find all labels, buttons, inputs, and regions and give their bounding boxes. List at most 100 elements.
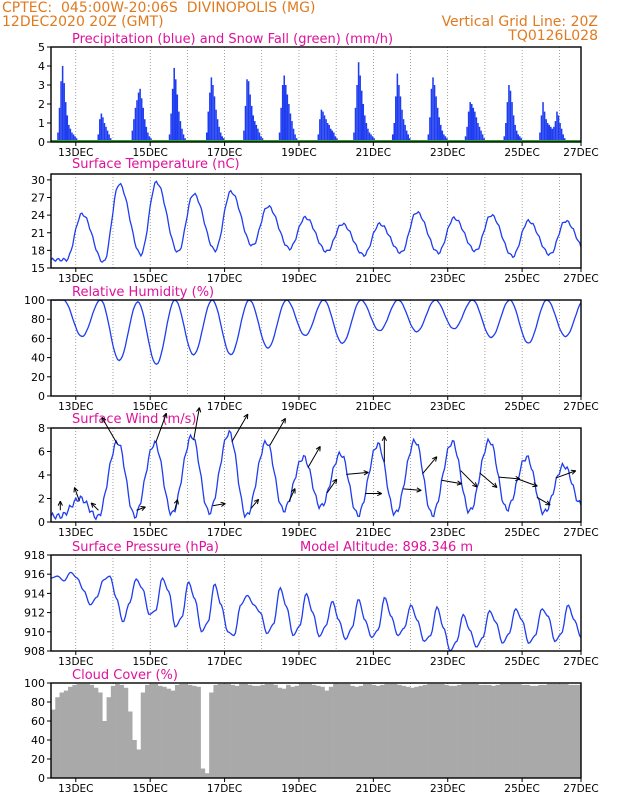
precip-bar [519,136,521,142]
precip-bar [550,126,552,142]
cloud-bar [311,684,317,778]
precip-bar [291,121,293,142]
precip-bar [133,119,135,142]
cloud-bar [179,683,184,778]
precip-bar [334,136,337,142]
precip-bar [320,109,323,142]
precip-bar [514,124,516,142]
x-tick-label: 15DEC [132,147,167,159]
header-model-id: TQ0126L028 [508,28,598,44]
cloud-bar [427,683,432,778]
precip-bar [139,88,141,142]
precip-bar [436,107,439,142]
precip-bar [433,85,436,142]
precip-bar [108,134,110,142]
precip-bar [61,66,64,142]
wind-arrow [288,488,296,502]
wind-arrow [441,479,462,485]
y-tick-label: 910 [24,626,45,639]
precip-bar [393,123,396,142]
y-tick-label: 21 [31,227,45,240]
precip-bar [554,121,557,142]
wind-arrowhead [173,499,179,505]
cloud-bar [63,690,69,778]
cloud-bar [234,685,240,778]
precip-bar [509,90,512,142]
precip-bar [480,130,482,142]
wind-arrow [174,499,179,511]
y-tick-label: 60 [31,332,45,345]
wind-arrowhead [220,501,226,507]
y-tick-label: 912 [24,607,45,620]
precip-bar [137,92,140,142]
cloud-bar [354,686,360,778]
wind-arrowhead [332,478,338,485]
plot-frame [50,682,582,779]
y-tick-label: 15 [31,262,45,275]
cloud-bar [106,697,112,778]
wind-arrow [193,407,200,440]
cloud-bar [525,684,531,778]
humidity-line [51,299,582,365]
cloud-bar [380,684,385,778]
x-tick-label: 25DEC [504,273,539,285]
precip-bar [539,132,541,142]
cloud-bar [345,683,351,778]
x-tick-label: 17DEC [207,656,242,668]
precip-bar [136,100,138,142]
precip-bar [249,94,251,142]
cloud-bar [204,773,210,778]
plot-frame [50,554,582,652]
cloud-bar [149,683,154,778]
y-tick-label: 80 [31,696,45,709]
wind-arrow [422,456,438,475]
x-tick-label: 23DEC [430,783,465,795]
cloud-bar [170,690,176,778]
wind-arrowhead [90,502,97,508]
x-tick-label: 23DEC [430,147,465,159]
precip-bar [294,134,296,142]
x-tick-label: 27DEC [563,656,598,668]
wind-arrowhead [570,469,577,475]
cloud-bar [474,683,479,778]
precip-bar [371,136,374,142]
precip-bar [212,85,214,142]
wind-arrow [517,478,538,487]
wind-arrowhead [281,417,286,424]
cloud-bar [410,687,415,778]
x-tick-label: 17DEC [207,273,242,285]
precip-bar [562,134,564,142]
cloud-bar [68,686,73,778]
wind-arrow [136,506,146,511]
cloud-bar [298,683,304,778]
cloud-bar [251,685,257,778]
cloud-bar [482,684,488,778]
cloud-bar [563,683,569,778]
precip-bar [99,119,101,142]
wind-arrow [74,487,80,502]
precip-bar [474,111,476,142]
precip-bar [396,73,399,142]
precip-bar [399,96,402,142]
cloud-bar [568,684,573,778]
precip-bar [323,115,326,142]
precip-bar [105,126,107,142]
cloud-bar [174,684,180,778]
wind-arrow [307,446,321,468]
wind-arrow [212,503,226,507]
cloud-bar [273,684,278,778]
cloud-bar [55,697,60,778]
precip-bar [170,113,172,142]
precip-bar [247,81,250,142]
panel-title: Surface Wind (m/s) [72,412,196,427]
cloud-bar [93,687,99,778]
precip-bar [205,132,208,142]
cloud-bar [80,683,86,778]
cloud-bar [157,685,163,778]
cloud-bar [98,692,103,778]
cloud-bar [422,684,428,778]
cloud-bar [140,692,146,778]
cloud-bar [200,768,206,778]
cloud-bar [59,692,65,778]
wind-arrow [498,476,521,480]
